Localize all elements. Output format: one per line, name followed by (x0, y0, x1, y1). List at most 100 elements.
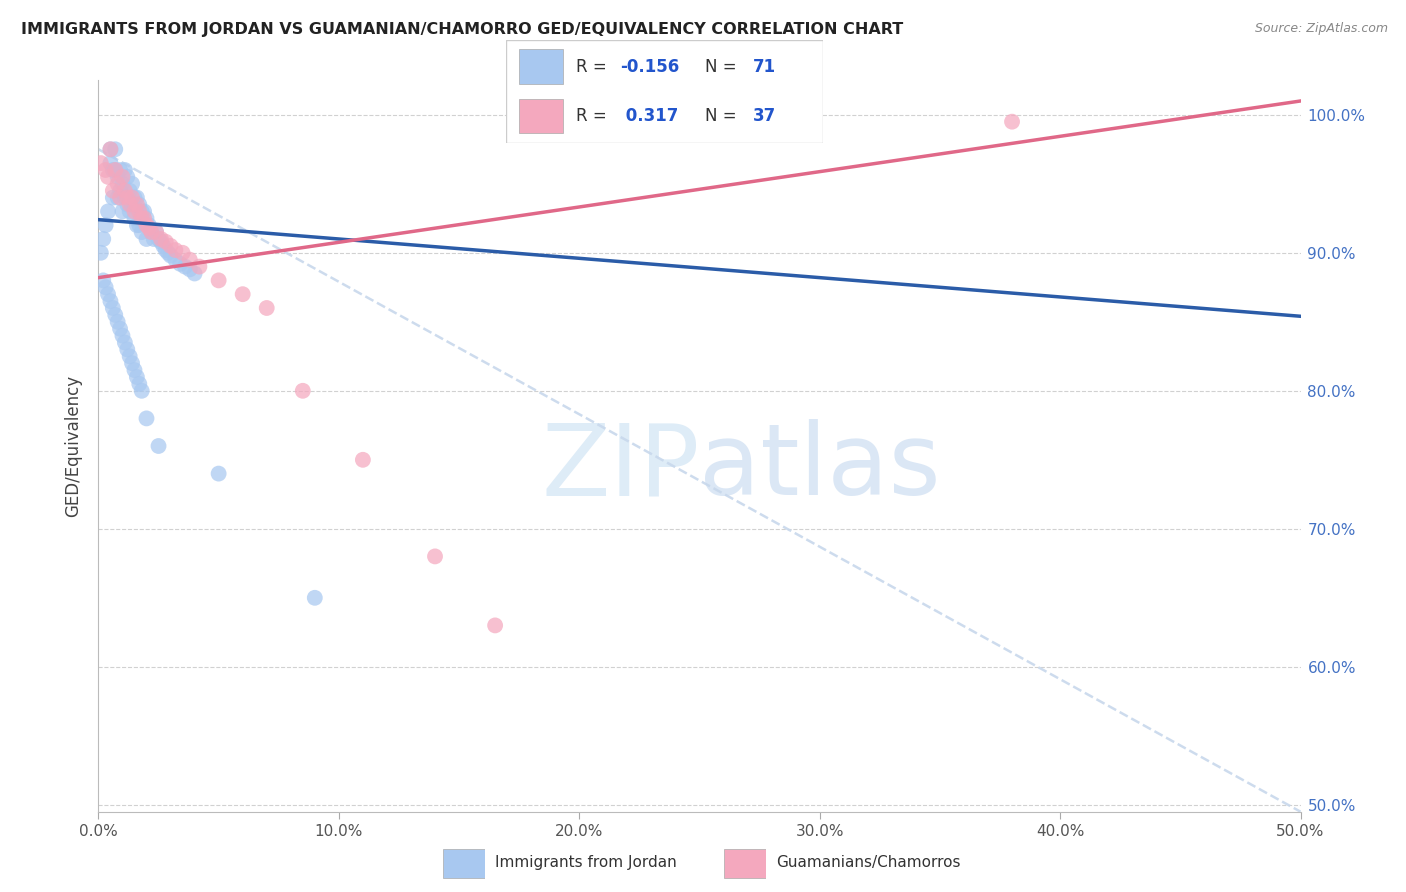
Text: R =: R = (576, 107, 612, 125)
Text: N =: N = (706, 58, 742, 76)
Point (131, 384, 153, 398)
Point (174, 260, 197, 274)
Point (135, 411, 157, 425)
Point (90, 156, 112, 170)
Point (159, 239, 181, 253)
Point (145, 225, 167, 239)
Point (100, 156, 122, 170)
Text: Source: ZipAtlas.com: Source: ZipAtlas.com (1254, 22, 1388, 36)
Point (291, 384, 314, 398)
Point (135, 211, 157, 226)
Point (91, 273, 114, 287)
Point (148, 232, 170, 246)
Point (128, 204, 150, 219)
Point (108, 191, 131, 205)
Point (104, 142, 127, 156)
Point (124, 363, 146, 377)
Point (118, 197, 141, 211)
Point (131, 225, 153, 239)
Point (179, 262, 201, 277)
Point (1001, 114, 1024, 128)
Point (124, 191, 146, 205)
Point (97, 204, 120, 219)
Point (148, 439, 170, 453)
Point (256, 301, 278, 315)
Point (121, 356, 143, 370)
Text: 0.317: 0.317 (620, 107, 679, 125)
Point (90, 245, 112, 260)
Text: Guamanians/Chamorros: Guamanians/Chamorros (776, 855, 960, 870)
Point (117, 191, 139, 205)
Point (165, 243, 187, 257)
Point (117, 343, 139, 357)
Point (91, 232, 114, 246)
Point (125, 218, 148, 232)
Point (155, 243, 177, 257)
Point (121, 177, 143, 191)
Point (155, 235, 177, 249)
Point (172, 245, 194, 260)
Point (111, 177, 134, 191)
Point (183, 267, 205, 281)
Text: ZIP: ZIP (541, 419, 700, 516)
FancyBboxPatch shape (506, 40, 823, 143)
Point (169, 257, 191, 271)
Point (128, 197, 150, 211)
Point (208, 273, 231, 287)
Point (111, 169, 134, 184)
Point (141, 225, 163, 239)
Point (132, 211, 155, 226)
Point (118, 184, 141, 198)
Point (100, 142, 122, 156)
Point (188, 260, 211, 274)
Point (101, 191, 124, 205)
Point (100, 294, 122, 309)
Point (145, 225, 167, 239)
Text: atlas: atlas (700, 419, 941, 516)
Point (108, 321, 131, 335)
Point (135, 218, 157, 232)
Point (101, 163, 124, 178)
Point (121, 191, 143, 205)
Point (107, 177, 129, 191)
Point (125, 370, 148, 384)
Point (179, 252, 201, 267)
Point (97, 169, 120, 184)
Point (111, 204, 134, 219)
Point (125, 197, 148, 211)
Point (149, 235, 172, 249)
Text: IMMIGRANTS FROM JORDAN VS GUAMANIAN/CHAMORRO GED/EQUIVALENCY CORRELATION CHART: IMMIGRANTS FROM JORDAN VS GUAMANIAN/CHAM… (21, 22, 903, 37)
Point (118, 204, 141, 219)
Point (111, 328, 134, 343)
Point (232, 287, 254, 301)
Point (131, 204, 153, 219)
Point (149, 232, 172, 246)
Text: 37: 37 (754, 107, 776, 125)
Point (101, 184, 124, 198)
Point (128, 218, 150, 232)
Y-axis label: GED/Equivalency: GED/Equivalency (65, 375, 83, 517)
Bar (724, 849, 766, 878)
Point (114, 335, 136, 350)
Point (117, 197, 139, 211)
Point (121, 197, 143, 211)
Point (132, 204, 155, 219)
Text: -0.156: -0.156 (620, 58, 679, 76)
Point (94, 218, 117, 232)
Point (117, 169, 139, 184)
Text: R =: R = (576, 58, 612, 76)
Point (107, 191, 129, 205)
Point (114, 191, 136, 205)
Point (423, 549, 446, 564)
Point (138, 218, 160, 232)
Point (124, 211, 146, 226)
Point (157, 245, 180, 260)
Point (100, 142, 122, 156)
Point (104, 163, 127, 178)
Point (352, 452, 374, 467)
Point (97, 287, 120, 301)
Point (124, 204, 146, 219)
Point (118, 349, 141, 363)
Bar (443, 849, 485, 878)
Point (141, 225, 163, 239)
